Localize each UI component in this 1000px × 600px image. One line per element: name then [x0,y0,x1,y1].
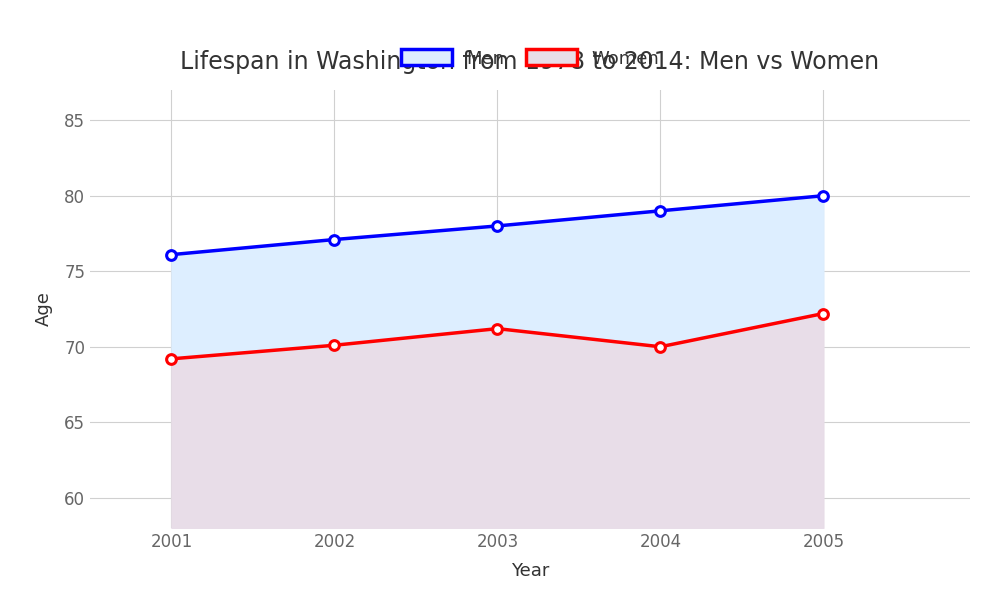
X-axis label: Year: Year [511,562,549,580]
Legend: Men, Women: Men, Women [394,42,666,75]
Title: Lifespan in Washington from 1978 to 2014: Men vs Women: Lifespan in Washington from 1978 to 2014… [180,50,880,74]
Y-axis label: Age: Age [35,292,53,326]
